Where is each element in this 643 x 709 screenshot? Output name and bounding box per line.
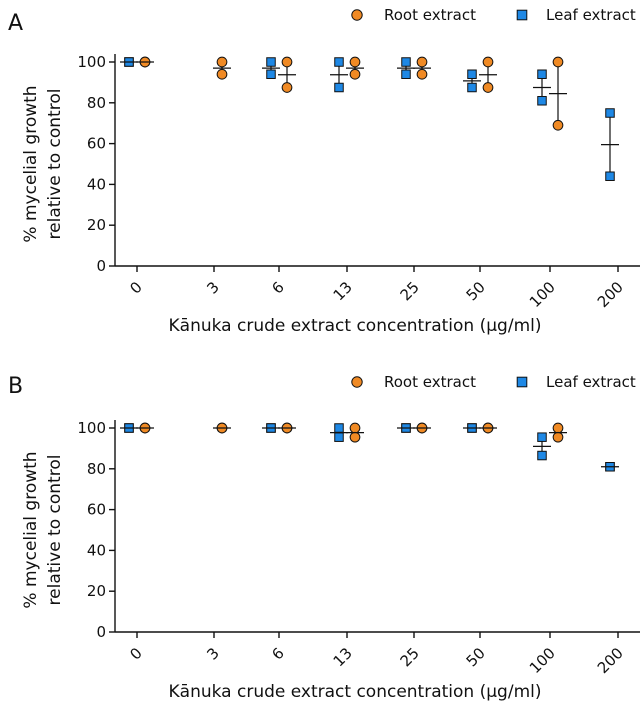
x-tick-label: 3: [203, 644, 222, 663]
data-point-root: [281, 56, 293, 68]
x-tick-label: 0: [126, 644, 145, 663]
x-tick-label: 13: [330, 278, 356, 304]
y-tick-label: 40: [87, 541, 106, 559]
x-tick-label: 100: [526, 278, 559, 311]
chart-panel-a: A Root extract Leaf extract 0 20 40 60 80 100 0 3 6…: [8, 6, 640, 336]
data-point-root: [349, 422, 361, 434]
data-point-root: [281, 82, 293, 93]
data-point-root: [552, 56, 564, 68]
y-tick-label: 100: [77, 419, 106, 437]
legend-item-leaf: Leaf extract: [516, 6, 636, 24]
data-point-leaf: [467, 69, 477, 79]
data-point-root: [552, 119, 564, 131]
panel-label: B: [8, 374, 23, 399]
data-point-leaf: [401, 69, 411, 79]
data-point-leaf: [467, 82, 477, 93]
x-tick-label: 25: [397, 644, 423, 670]
data-point-leaf: [334, 82, 344, 93]
x-tick-label: 6: [268, 644, 287, 663]
data-point-root: [349, 56, 361, 68]
y-tick-label: 100: [77, 53, 106, 71]
data-point-leaf: [605, 171, 615, 181]
y-axis-title-line2: relative to control: [45, 89, 65, 240]
data-point-root: [216, 56, 228, 68]
data-point-leaf: [401, 57, 411, 67]
data-point-root: [552, 422, 564, 434]
legend-label: Root extract: [384, 6, 476, 24]
data-point-root: [349, 68, 361, 80]
x-tick-label: 13: [330, 644, 356, 670]
data-point-leaf: [537, 432, 547, 442]
x-axis-title: Kānuka crude extract concentration (μg/m…: [169, 682, 542, 702]
legend-label: Leaf extract: [546, 373, 636, 391]
data-point-leaf: [334, 57, 344, 67]
y-tick-label: 60: [87, 501, 106, 519]
x-tick-label: 50: [463, 278, 489, 304]
data-point-leaf: [537, 450, 547, 461]
x-axis-title: Kānuka crude extract concentration (μg/m…: [169, 316, 542, 336]
legend-label: Leaf extract: [546, 6, 636, 24]
data-point-leaf: [334, 423, 344, 433]
chart-panel-b: B Root extract Leaf extract 0 20 40 60 80 100 0 3 6…: [8, 373, 640, 702]
x-tick-label: 100: [526, 644, 559, 677]
panel-label: A: [8, 11, 23, 36]
data-point-root: [416, 68, 428, 80]
y-tick-label: 40: [87, 175, 106, 193]
legend-item-root: Root extract: [351, 6, 476, 24]
data-point-root: [552, 431, 564, 443]
y-tick-label: 20: [87, 582, 106, 600]
data-point-root: [482, 82, 494, 93]
y-axis-title-line2: relative to control: [45, 455, 65, 606]
data-point-root: [416, 56, 428, 68]
series-root: [136, 56, 567, 131]
y-tick-label: 0: [96, 257, 106, 275]
y-axis-title-line1: % mycelial growth: [21, 451, 41, 608]
x-tick-label: 200: [594, 278, 627, 311]
legend-label: Root extract: [384, 373, 476, 391]
data-point-root: [349, 431, 361, 443]
legend-item-root: Root extract: [351, 373, 476, 391]
y-tick-label: 80: [87, 94, 106, 112]
y-tick-label: 20: [87, 216, 106, 234]
data-point-leaf: [605, 108, 615, 118]
y-tick-label: 60: [87, 135, 106, 153]
x-tick-label: 50: [463, 644, 489, 670]
y-axis-title-line1: % mycelial growth: [21, 85, 41, 242]
data-point-leaf: [266, 69, 276, 79]
x-tick-label: 0: [126, 278, 145, 297]
x-tick-label: 6: [268, 278, 287, 297]
x-tick-label: 3: [203, 278, 222, 297]
data-point-leaf: [266, 57, 276, 67]
series-root: [136, 422, 567, 443]
legend-marker-leaf: [516, 9, 528, 21]
legend-marker-root: [351, 9, 363, 21]
x-tick-label: 25: [397, 278, 423, 304]
data-point-root: [482, 56, 494, 68]
data-point-root: [216, 68, 228, 80]
legend-marker-root: [351, 376, 363, 388]
legend-marker-leaf: [516, 376, 528, 388]
data-point-leaf: [334, 432, 344, 442]
series-leaf: [120, 57, 619, 181]
y-tick-label: 0: [96, 623, 106, 641]
x-tick-label: 200: [594, 644, 627, 677]
data-point-leaf: [537, 96, 547, 106]
series-leaf: [120, 423, 619, 472]
data-point-leaf: [537, 69, 547, 79]
legend-item-leaf: Leaf extract: [516, 373, 636, 391]
y-tick-label: 80: [87, 460, 106, 478]
